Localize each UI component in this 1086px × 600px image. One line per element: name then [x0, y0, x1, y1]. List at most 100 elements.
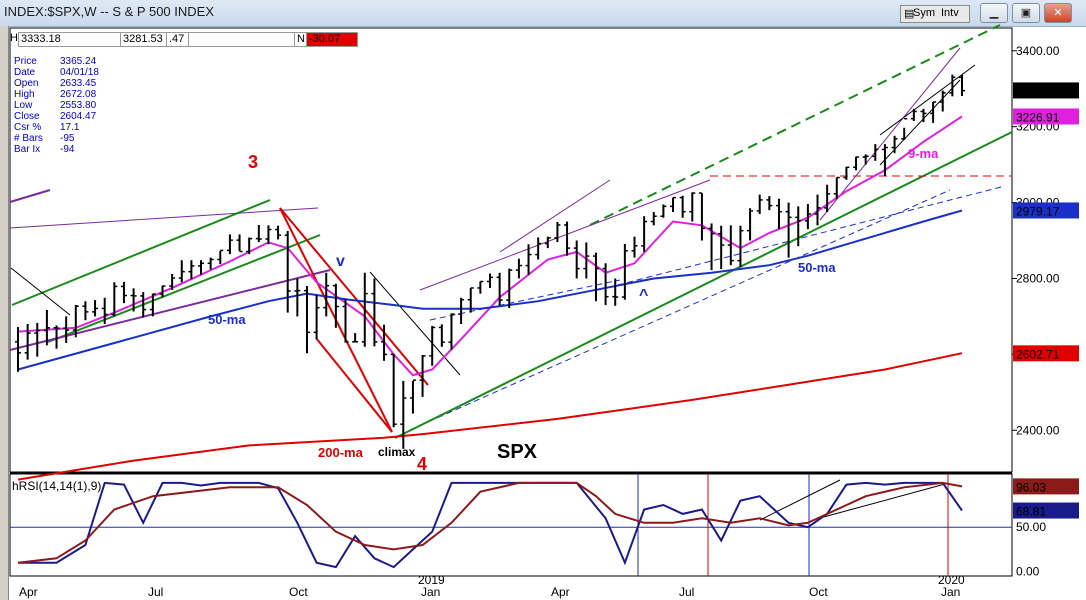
blue-dashed-long-line — [409, 189, 951, 431]
data-window-label: High — [14, 89, 35, 100]
intv-button[interactable]: Intv — [941, 7, 959, 19]
rsi-y-tick-label: 0.00 — [1016, 565, 1040, 579]
data-window-value: 2672.08 — [60, 89, 97, 100]
red-down-channel-upper — [279, 207, 429, 386]
purple-support-line — [9, 269, 331, 351]
data-window-label: Close — [14, 111, 40, 122]
annotation-label: ^ — [639, 287, 648, 304]
value-label: 2979.17 — [1016, 204, 1060, 218]
rsi-y-tick-label: 50.00 — [1016, 520, 1046, 534]
blue-dashed-upper-line — [597, 185, 1006, 291]
annotation-label: 50-ma — [208, 312, 246, 327]
data-window-label: Date — [14, 67, 36, 78]
red-down-channel-lower — [315, 337, 393, 433]
data-window-value: 17.1 — [60, 122, 80, 133]
annotation-label: 9-ma — [908, 146, 939, 161]
annotation-label: 200-ma — [318, 445, 364, 460]
lower-channel-line — [47, 234, 321, 343]
ma-line-50-ma — [17, 209, 963, 371]
data-window-value: 2553.80 — [60, 100, 97, 111]
chart-icon: ▤ — [904, 8, 915, 20]
data-window-row: High 2672.08 — [14, 89, 104, 100]
x-tick-label: 2019 — [418, 573, 445, 587]
close-value: .47 — [166, 32, 192, 47]
x-tick-label: Jul — [148, 585, 163, 599]
rsi-value-label-box — [1013, 478, 1079, 495]
value-label-box — [1013, 82, 1079, 99]
data-window-row: Csr % 17.1 — [14, 122, 104, 133]
data-window-row: Low 2553.80 — [14, 100, 104, 111]
x-tick-label: Jan — [421, 585, 440, 599]
sym-button[interactable]: Sym — [913, 7, 935, 19]
value-label: 3295.47 — [1016, 84, 1060, 98]
rsi-title: hRSI(14,14(1),9) — [12, 479, 101, 493]
rsi-line-1 — [17, 481, 963, 564]
annotation-label: climax — [378, 445, 416, 459]
rsi-trendline-2 — [819, 483, 946, 519]
data-window-label: Csr % — [14, 122, 42, 133]
value-label-box — [1013, 108, 1079, 125]
annotation-label: v — [336, 253, 345, 270]
value-label-box — [1013, 202, 1079, 219]
y-tick-label: 2400.00 — [1016, 423, 1060, 437]
annotation-label: 3 — [248, 152, 258, 172]
rsi-value-label: 68.81 — [1016, 505, 1046, 519]
x-tick-label: Apr — [551, 585, 570, 599]
purple-rising-line — [499, 179, 611, 253]
minimize-icon[interactable]: ▁ — [980, 3, 1008, 23]
high-value: 3333.18 — [18, 32, 122, 47]
high-label: H — [10, 32, 18, 44]
y-tick-label: 3400.00 — [1016, 44, 1060, 58]
purple-rising-line-2 — [419, 179, 711, 291]
data-window-label: Low — [14, 100, 33, 111]
purple-trendline-left — [9, 189, 51, 203]
black-wedge-lower — [879, 79, 961, 166]
left-scroll-strip[interactable] — [0, 26, 9, 600]
data-window-row: Price 3365.24 — [14, 56, 104, 67]
purple-final-line — [819, 47, 961, 221]
data-window-row: # Bars -95 — [14, 133, 104, 144]
x-tick-label: 2020 — [938, 573, 965, 587]
long-support-line — [394, 131, 1013, 439]
sym-intv-toggle[interactable]: ▤ Sym Intv — [900, 5, 970, 23]
data-window-value: 3365.24 — [60, 56, 97, 67]
data-window-value: 2604.47 — [60, 111, 97, 122]
black-left-line — [10, 267, 71, 316]
change-value: -30.07 — [306, 32, 358, 47]
data-window-row: Bar Ix -94 — [14, 144, 104, 155]
data-window-label: # Bars — [14, 133, 43, 144]
price-panel-frame — [9, 27, 1013, 473]
title-bar: INDEX:$SPX,W -- S & P 500 INDEX ▤ Sym In… — [0, 0, 1086, 27]
rsi-value-label-box — [1013, 502, 1079, 519]
data-window-row: Open 2633.45 — [14, 78, 104, 89]
x-tick-label: Jan — [941, 585, 960, 599]
rsi-trendline — [759, 479, 841, 521]
rsi-line-0 — [18, 481, 963, 569]
restore-icon[interactable]: ▣ — [1012, 3, 1040, 23]
data-window-label: Bar Ix — [14, 144, 41, 155]
data-window-value: -94 — [60, 144, 75, 155]
close-icon[interactable]: ✕ — [1044, 3, 1072, 23]
window-title: INDEX:$SPX,W -- S & P 500 INDEX — [4, 4, 214, 19]
value-label-box — [1013, 345, 1079, 362]
x-tick-label: Jul — [679, 585, 694, 599]
low-value: 3281.53 — [120, 32, 170, 47]
y-tick-label: 2800.00 — [1016, 271, 1060, 285]
annotation-label: 50-ma — [798, 260, 836, 275]
purple-trendline — [9, 207, 319, 229]
rsi-panel-frame — [9, 473, 1013, 577]
upper-channel-line — [11, 199, 271, 306]
ma-line-200-ma — [17, 352, 963, 481]
spx-label: SPX — [497, 441, 538, 463]
data-window-row: Date 04/01/18 — [14, 67, 104, 78]
black-down-line — [369, 271, 461, 376]
rsi-value-label: 96.03 — [1016, 480, 1046, 494]
data-window-label: Open — [14, 78, 39, 89]
x-tick-label: Oct — [289, 585, 308, 599]
value-label: 3226.91 — [1016, 110, 1060, 124]
data-window-row: Close 2604.47 — [14, 111, 104, 122]
x-tick-label: Apr — [19, 585, 38, 599]
upper-dashed-channel — [589, 24, 1001, 226]
